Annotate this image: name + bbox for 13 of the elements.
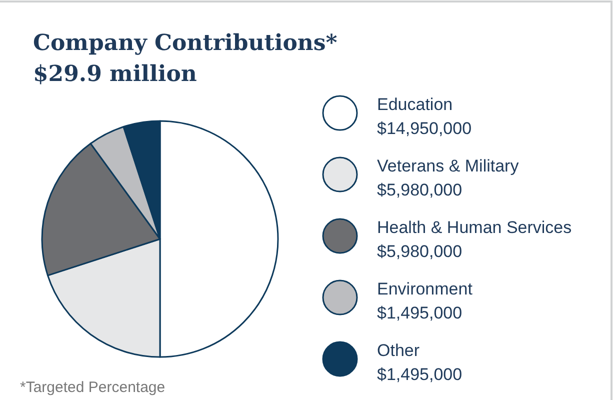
chart-subtitle: $29.9 million [33,61,197,87]
legend-label: Environment [377,280,473,298]
data-label: $5,980,000 [377,180,462,200]
text: *Targeted Percentage [20,379,166,396]
data-label: $14,950,000 [377,119,472,138]
data-label: $1,495,000 [377,365,462,384]
legend-label: Education [377,95,453,114]
legend-label: Health & Human Services [377,218,572,237]
data-label: $1,495,000 [377,304,462,322]
chart-title: Company Contributions* [33,30,338,56]
legend-label: Veterans & Military [377,156,520,176]
legend-label: Other [377,341,420,360]
data-label: $5,980,000 [377,242,462,261]
